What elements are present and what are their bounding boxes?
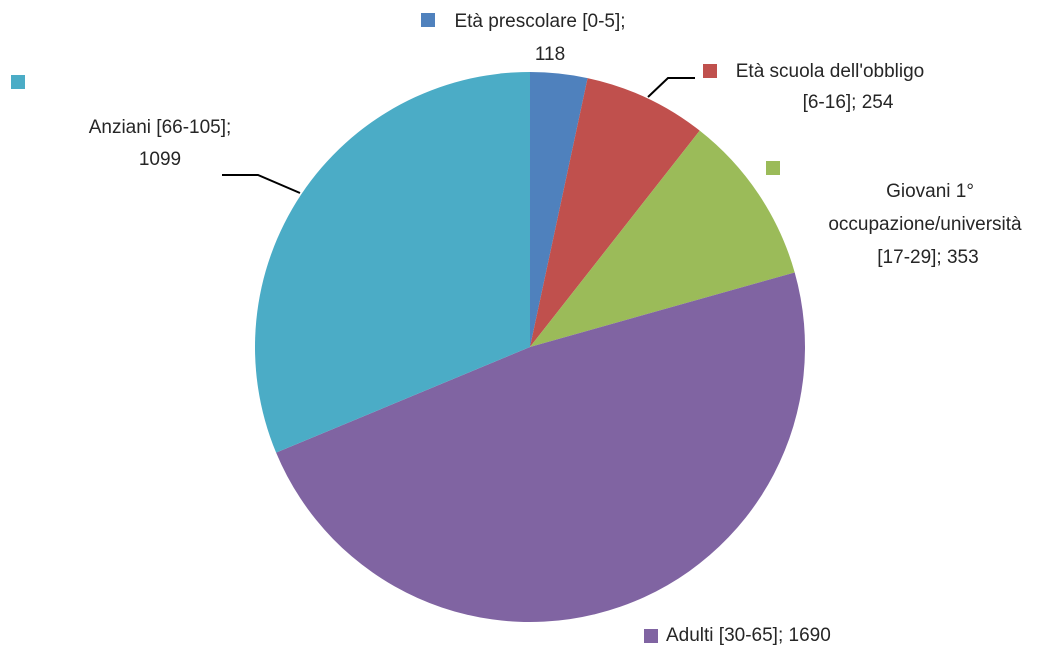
legend-swatch [11, 75, 25, 89]
data-label: 1099 [139, 149, 181, 170]
wedge [530, 72, 588, 347]
data-label: 118 [535, 44, 565, 65]
data-label: [6-16]; 254 [803, 92, 894, 113]
wedge [254, 72, 530, 453]
data-label: [17-29]; 353 [877, 247, 978, 268]
data-label: Adulti [30-65]; 1690 [666, 625, 831, 646]
legend-swatch [644, 629, 658, 643]
data-label: occupazione/università [828, 214, 1022, 235]
leader-line [222, 174, 301, 194]
wedge [276, 272, 805, 622]
wedge [530, 78, 700, 348]
data-label: Età prescolare [0-5]; [454, 11, 625, 32]
legend-swatch [421, 13, 435, 27]
legend-swatch [703, 64, 717, 78]
wedge [530, 130, 795, 347]
data-label: Età scuola dell'obbligo [736, 61, 924, 82]
legend-swatch [766, 161, 780, 175]
data-label: Giovani 1° [886, 181, 974, 202]
pie [254, 72, 805, 622]
leader-line [647, 77, 695, 98]
data-label: Anziani [66-105]; [89, 117, 232, 138]
data-labels: Età prescolare [0-5]; 118 Età scuola dell'… [11, 11, 1022, 646]
